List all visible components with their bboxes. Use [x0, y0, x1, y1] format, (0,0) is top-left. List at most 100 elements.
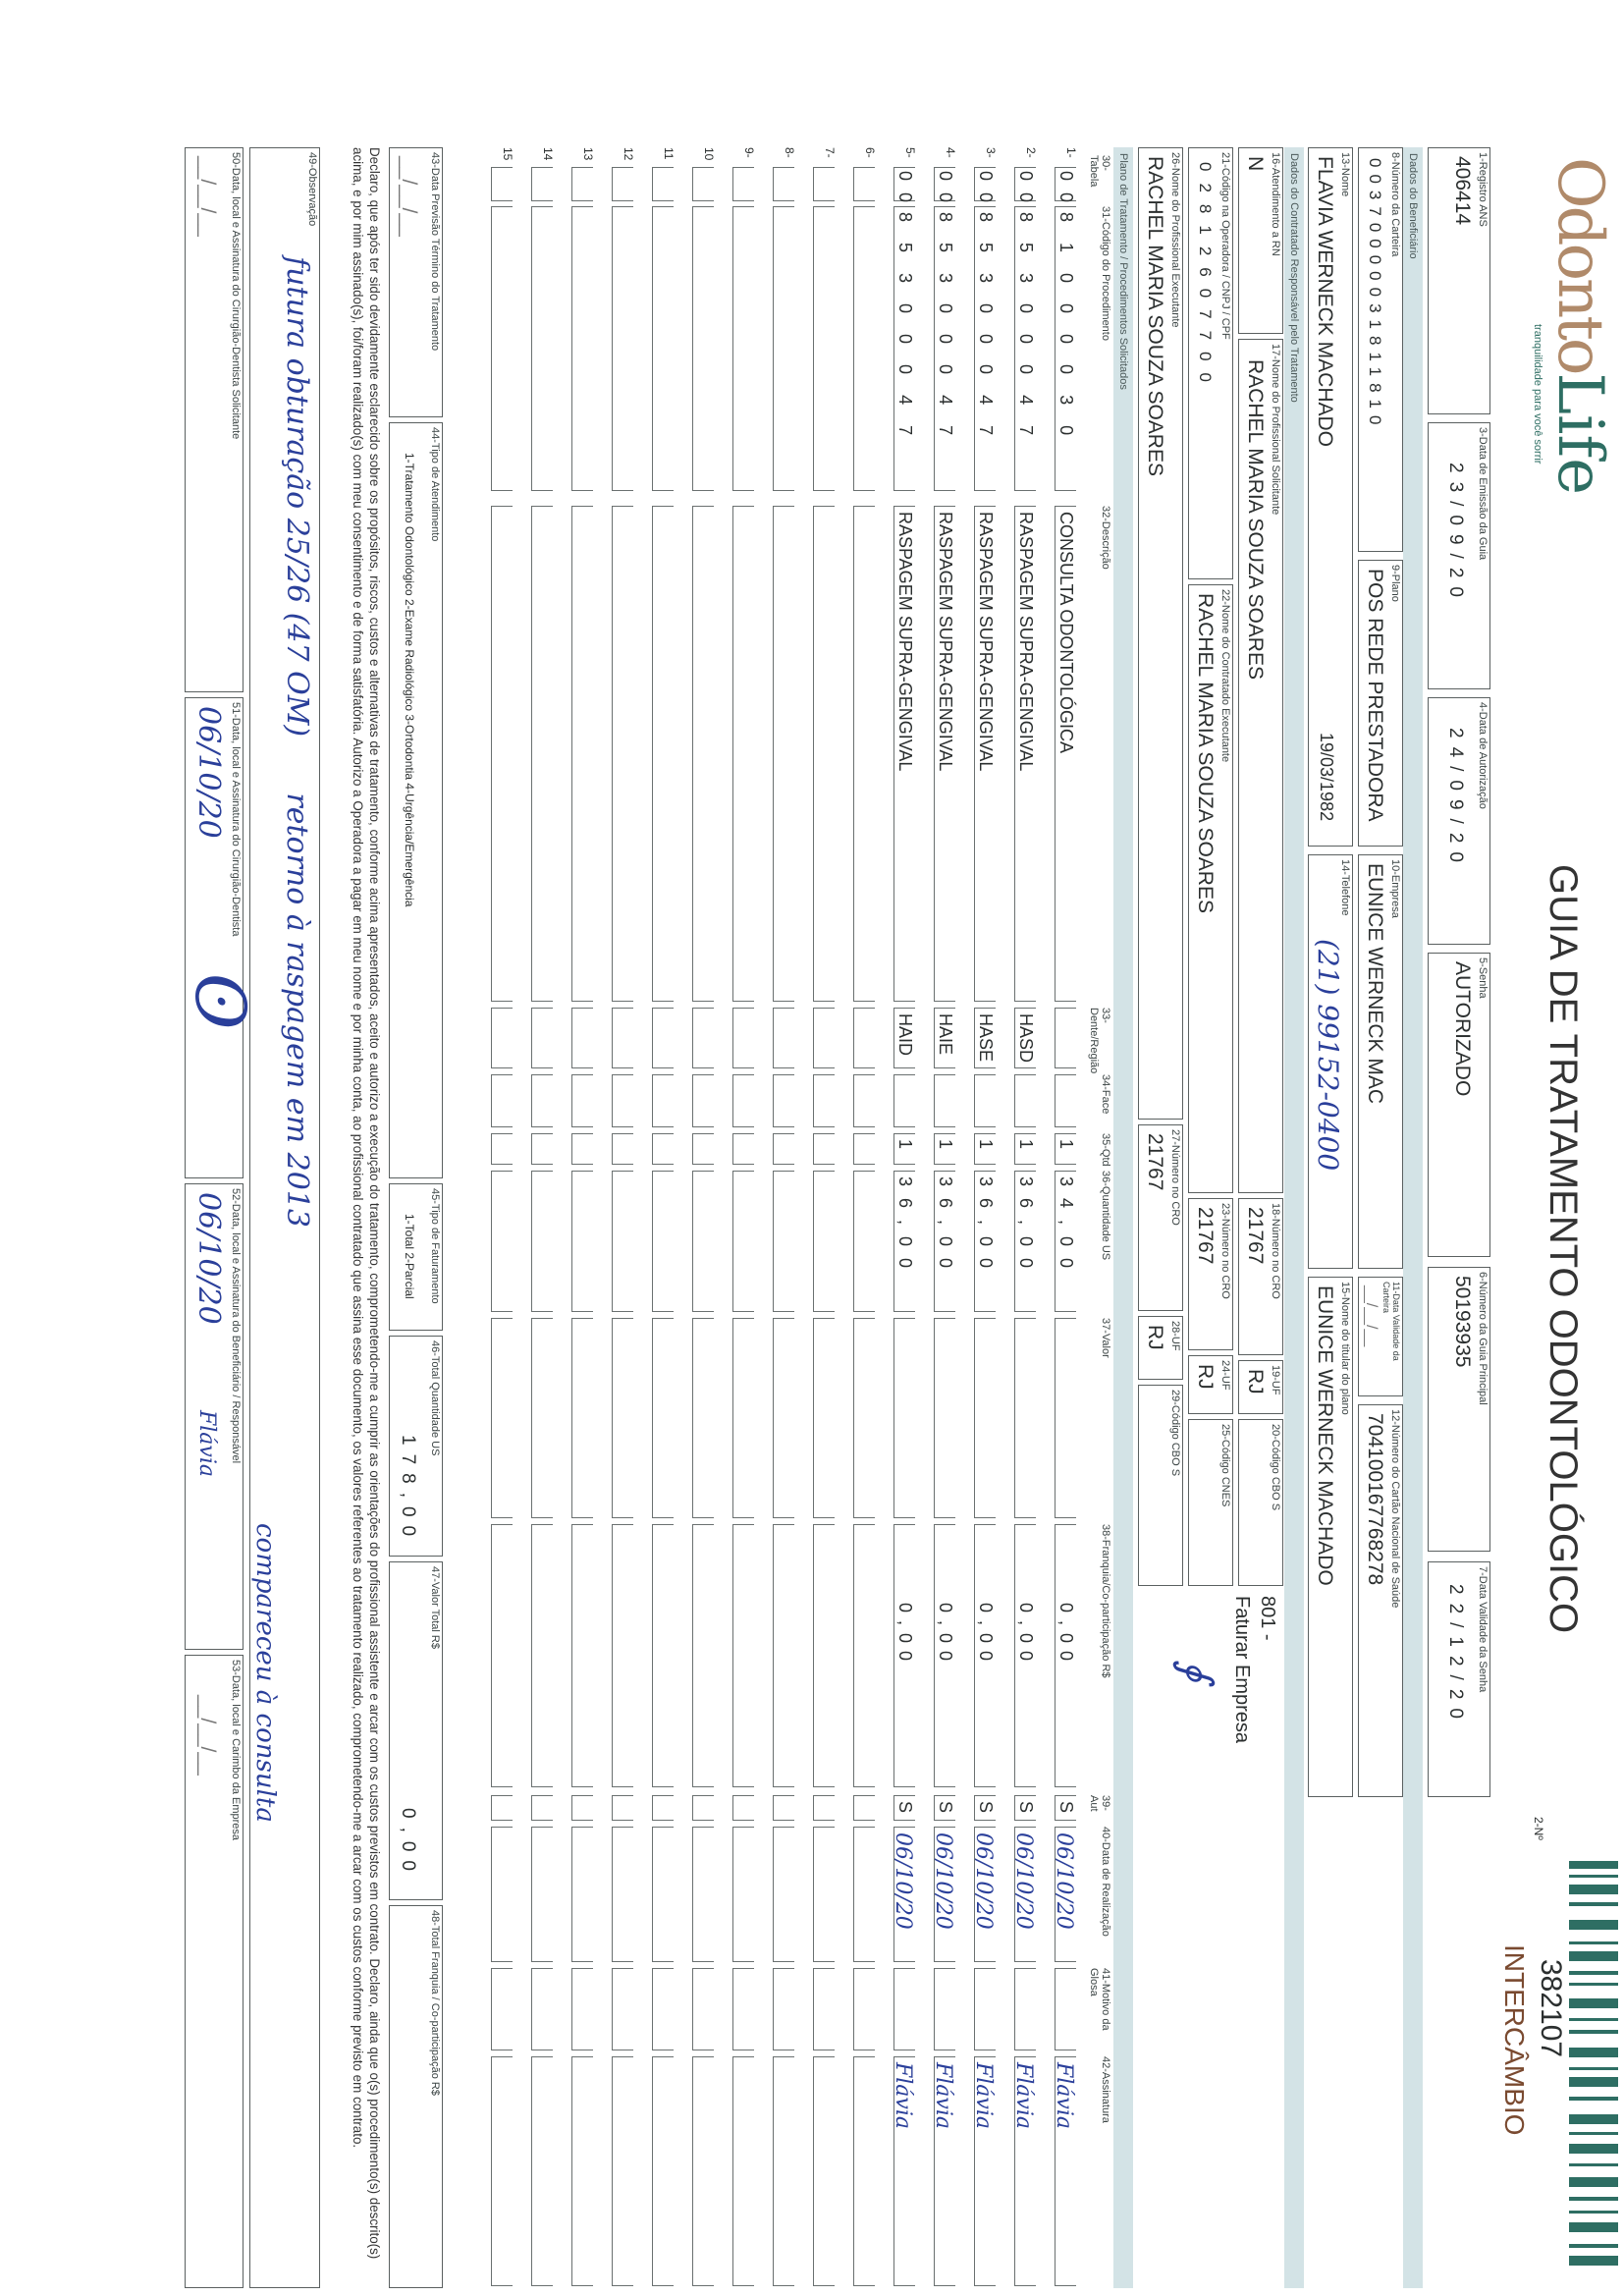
cell-assinatura[interactable]	[652, 2056, 674, 2286]
cell-tabela[interactable]	[652, 167, 674, 201]
cell-tabela[interactable]	[692, 167, 714, 201]
cell-qtd[interactable]	[853, 1133, 875, 1165]
cell-face[interactable]	[612, 1074, 633, 1127]
cell-qtd[interactable]	[732, 1133, 754, 1165]
cell-glosa[interactable]	[652, 1968, 674, 2050]
cell-descricao[interactable]	[491, 506, 513, 1002]
cell-aut[interactable]	[571, 1795, 593, 1821]
cell-assinatura[interactable]	[491, 2056, 513, 2286]
previsao-termino-field[interactable]: 43-Data Previsão Término do Tratamento __…	[389, 147, 443, 417]
cell-data[interactable]	[612, 1827, 633, 1962]
cell-tabela[interactable]	[571, 167, 593, 201]
atendimento-rn-field[interactable]: 16-Atendimento a RN N	[1238, 147, 1283, 334]
cell-dente[interactable]	[652, 1008, 674, 1068]
cell-assinatura[interactable]	[732, 2056, 754, 2286]
cell-valor[interactable]	[853, 1318, 875, 1518]
cell-descricao[interactable]	[531, 506, 553, 1002]
validade-carteira-field[interactable]: 11-Data Validade da Carteira __/__/__	[1358, 1277, 1403, 1396]
cro-executante-field[interactable]: 27-Número no CRO 21767	[1138, 1124, 1183, 1311]
tipo-faturamento-field[interactable]: 45-Tipo de Faturamento 1-Total 2-Parcial	[389, 1183, 443, 1331]
cell-data[interactable]	[813, 1827, 835, 1962]
cell-descricao[interactable]	[853, 506, 875, 1002]
cell-dente[interactable]	[1055, 1008, 1076, 1068]
cell-valor[interactable]	[1014, 1318, 1036, 1518]
cell-codigo[interactable]	[853, 206, 875, 491]
cbo-solicitante-field[interactable]: 20-Código CBO S	[1238, 1419, 1283, 1586]
senha-field[interactable]: 5-Senha AUTORIZADO	[1428, 953, 1490, 1257]
cell-glosa[interactable]	[974, 1968, 996, 2050]
prof-executante-field[interactable]: 26-Nome do Profissional Executante RACHEL…	[1138, 147, 1183, 1120]
cell-qtd[interactable]	[652, 1133, 674, 1165]
cell-descricao[interactable]	[732, 506, 754, 1002]
cell-us[interactable]	[531, 1171, 553, 1312]
cell-codigo[interactable]	[692, 206, 714, 491]
cell-franquia[interactable]	[692, 1524, 714, 1787]
cell-us[interactable]	[853, 1171, 875, 1312]
cbo-executante-field[interactable]: 29-Código CBO S	[1138, 1385, 1183, 1586]
contratado-executante-field[interactable]: 22-Nome do Contratado Executante RACHEL M…	[1188, 584, 1233, 1193]
cell-face[interactable]	[1055, 1074, 1076, 1127]
cell-dente[interactable]	[813, 1008, 835, 1068]
cell-valor[interactable]	[612, 1318, 633, 1518]
cell-valor[interactable]	[974, 1318, 996, 1518]
cell-valor[interactable]	[491, 1318, 513, 1518]
cell-face[interactable]	[531, 1074, 553, 1127]
cell-us[interactable]	[813, 1171, 835, 1312]
uf-solicitante-field[interactable]: 19-UF RJ	[1238, 1360, 1283, 1414]
cell-dente[interactable]	[491, 1008, 513, 1068]
telefone-field[interactable]: 14-Telefone (21) 99152-0400	[1308, 854, 1353, 1269]
cell-valor[interactable]	[732, 1318, 754, 1518]
cell-descricao[interactable]	[692, 506, 714, 1002]
cell-aut[interactable]	[732, 1795, 754, 1821]
cell-us[interactable]	[612, 1171, 633, 1312]
cell-face[interactable]	[692, 1074, 714, 1127]
cell-valor[interactable]	[1055, 1318, 1076, 1518]
cell-us[interactable]	[652, 1171, 674, 1312]
prof-solicitante-field[interactable]: 17-Nome do Profissional Solicitante RACHE…	[1238, 339, 1283, 1193]
cell-face[interactable]	[813, 1074, 835, 1127]
carimbo-empresa-field[interactable]: 53-Data, local e Carimbo da Empresa __/__…	[185, 1655, 244, 2288]
cell-assinatura[interactable]	[531, 2056, 553, 2286]
data-autorizacao-field[interactable]: 4-Data de Autorização 24/09/20	[1428, 697, 1490, 945]
cell-glosa[interactable]	[491, 1968, 513, 2050]
cell-assinatura[interactable]	[813, 2056, 835, 2286]
cro-contratado-field[interactable]: 23-Número no CRO 21767	[1188, 1198, 1233, 1350]
cell-codigo[interactable]	[612, 206, 633, 491]
cell-franquia[interactable]	[732, 1524, 754, 1787]
cell-data[interactable]	[531, 1827, 553, 1962]
cell-valor[interactable]	[893, 1318, 915, 1518]
cell-assinatura[interactable]	[571, 2056, 593, 2286]
cell-face[interactable]	[652, 1074, 674, 1127]
cell-descricao[interactable]	[652, 506, 674, 1002]
cell-assinatura[interactable]	[773, 2056, 794, 2286]
cell-qtd[interactable]	[612, 1133, 633, 1165]
cell-aut[interactable]	[531, 1795, 553, 1821]
uf-executante-field[interactable]: 28-UF RJ	[1138, 1316, 1183, 1380]
cell-aut[interactable]	[612, 1795, 633, 1821]
cell-aut[interactable]	[692, 1795, 714, 1821]
carteira-field[interactable]: 8-Número da Carteira 00370000031811810	[1358, 147, 1403, 552]
cell-qtd[interactable]	[692, 1133, 714, 1165]
cell-data[interactable]	[853, 1827, 875, 1962]
cell-aut[interactable]	[853, 1795, 875, 1821]
assinatura-executante-field[interactable]: 51-Data, local e Assinatura do Cirurgião…	[180, 697, 260, 1178]
cell-dente[interactable]	[732, 1008, 754, 1068]
cell-tabela[interactable]	[612, 167, 633, 201]
cro-solicitante-field[interactable]: 18-Número no CRO 21767	[1238, 1198, 1283, 1355]
empresa-field[interactable]: 10-Empresa EUNICE WERNECK MAC	[1358, 854, 1403, 1269]
cell-tabela[interactable]	[773, 167, 794, 201]
cell-data[interactable]	[571, 1827, 593, 1962]
cell-face[interactable]	[893, 1074, 915, 1127]
cell-face[interactable]	[934, 1074, 955, 1127]
cell-dente[interactable]	[692, 1008, 714, 1068]
cell-face[interactable]	[853, 1074, 875, 1127]
cell-valor[interactable]	[652, 1318, 674, 1518]
assinatura-solicitante-field[interactable]: 50-Data, local e Assinatura do Cirurgião…	[185, 147, 244, 692]
cell-glosa[interactable]	[612, 1968, 633, 2050]
cell-glosa[interactable]	[934, 1968, 955, 2050]
cell-face[interactable]	[491, 1074, 513, 1127]
cell-data[interactable]	[732, 1827, 754, 1962]
cell-tabela[interactable]	[531, 167, 553, 201]
cell-glosa[interactable]	[853, 1968, 875, 2050]
valor-total-field[interactable]: 47-Valor Total R$ 0,00	[389, 1561, 443, 1900]
